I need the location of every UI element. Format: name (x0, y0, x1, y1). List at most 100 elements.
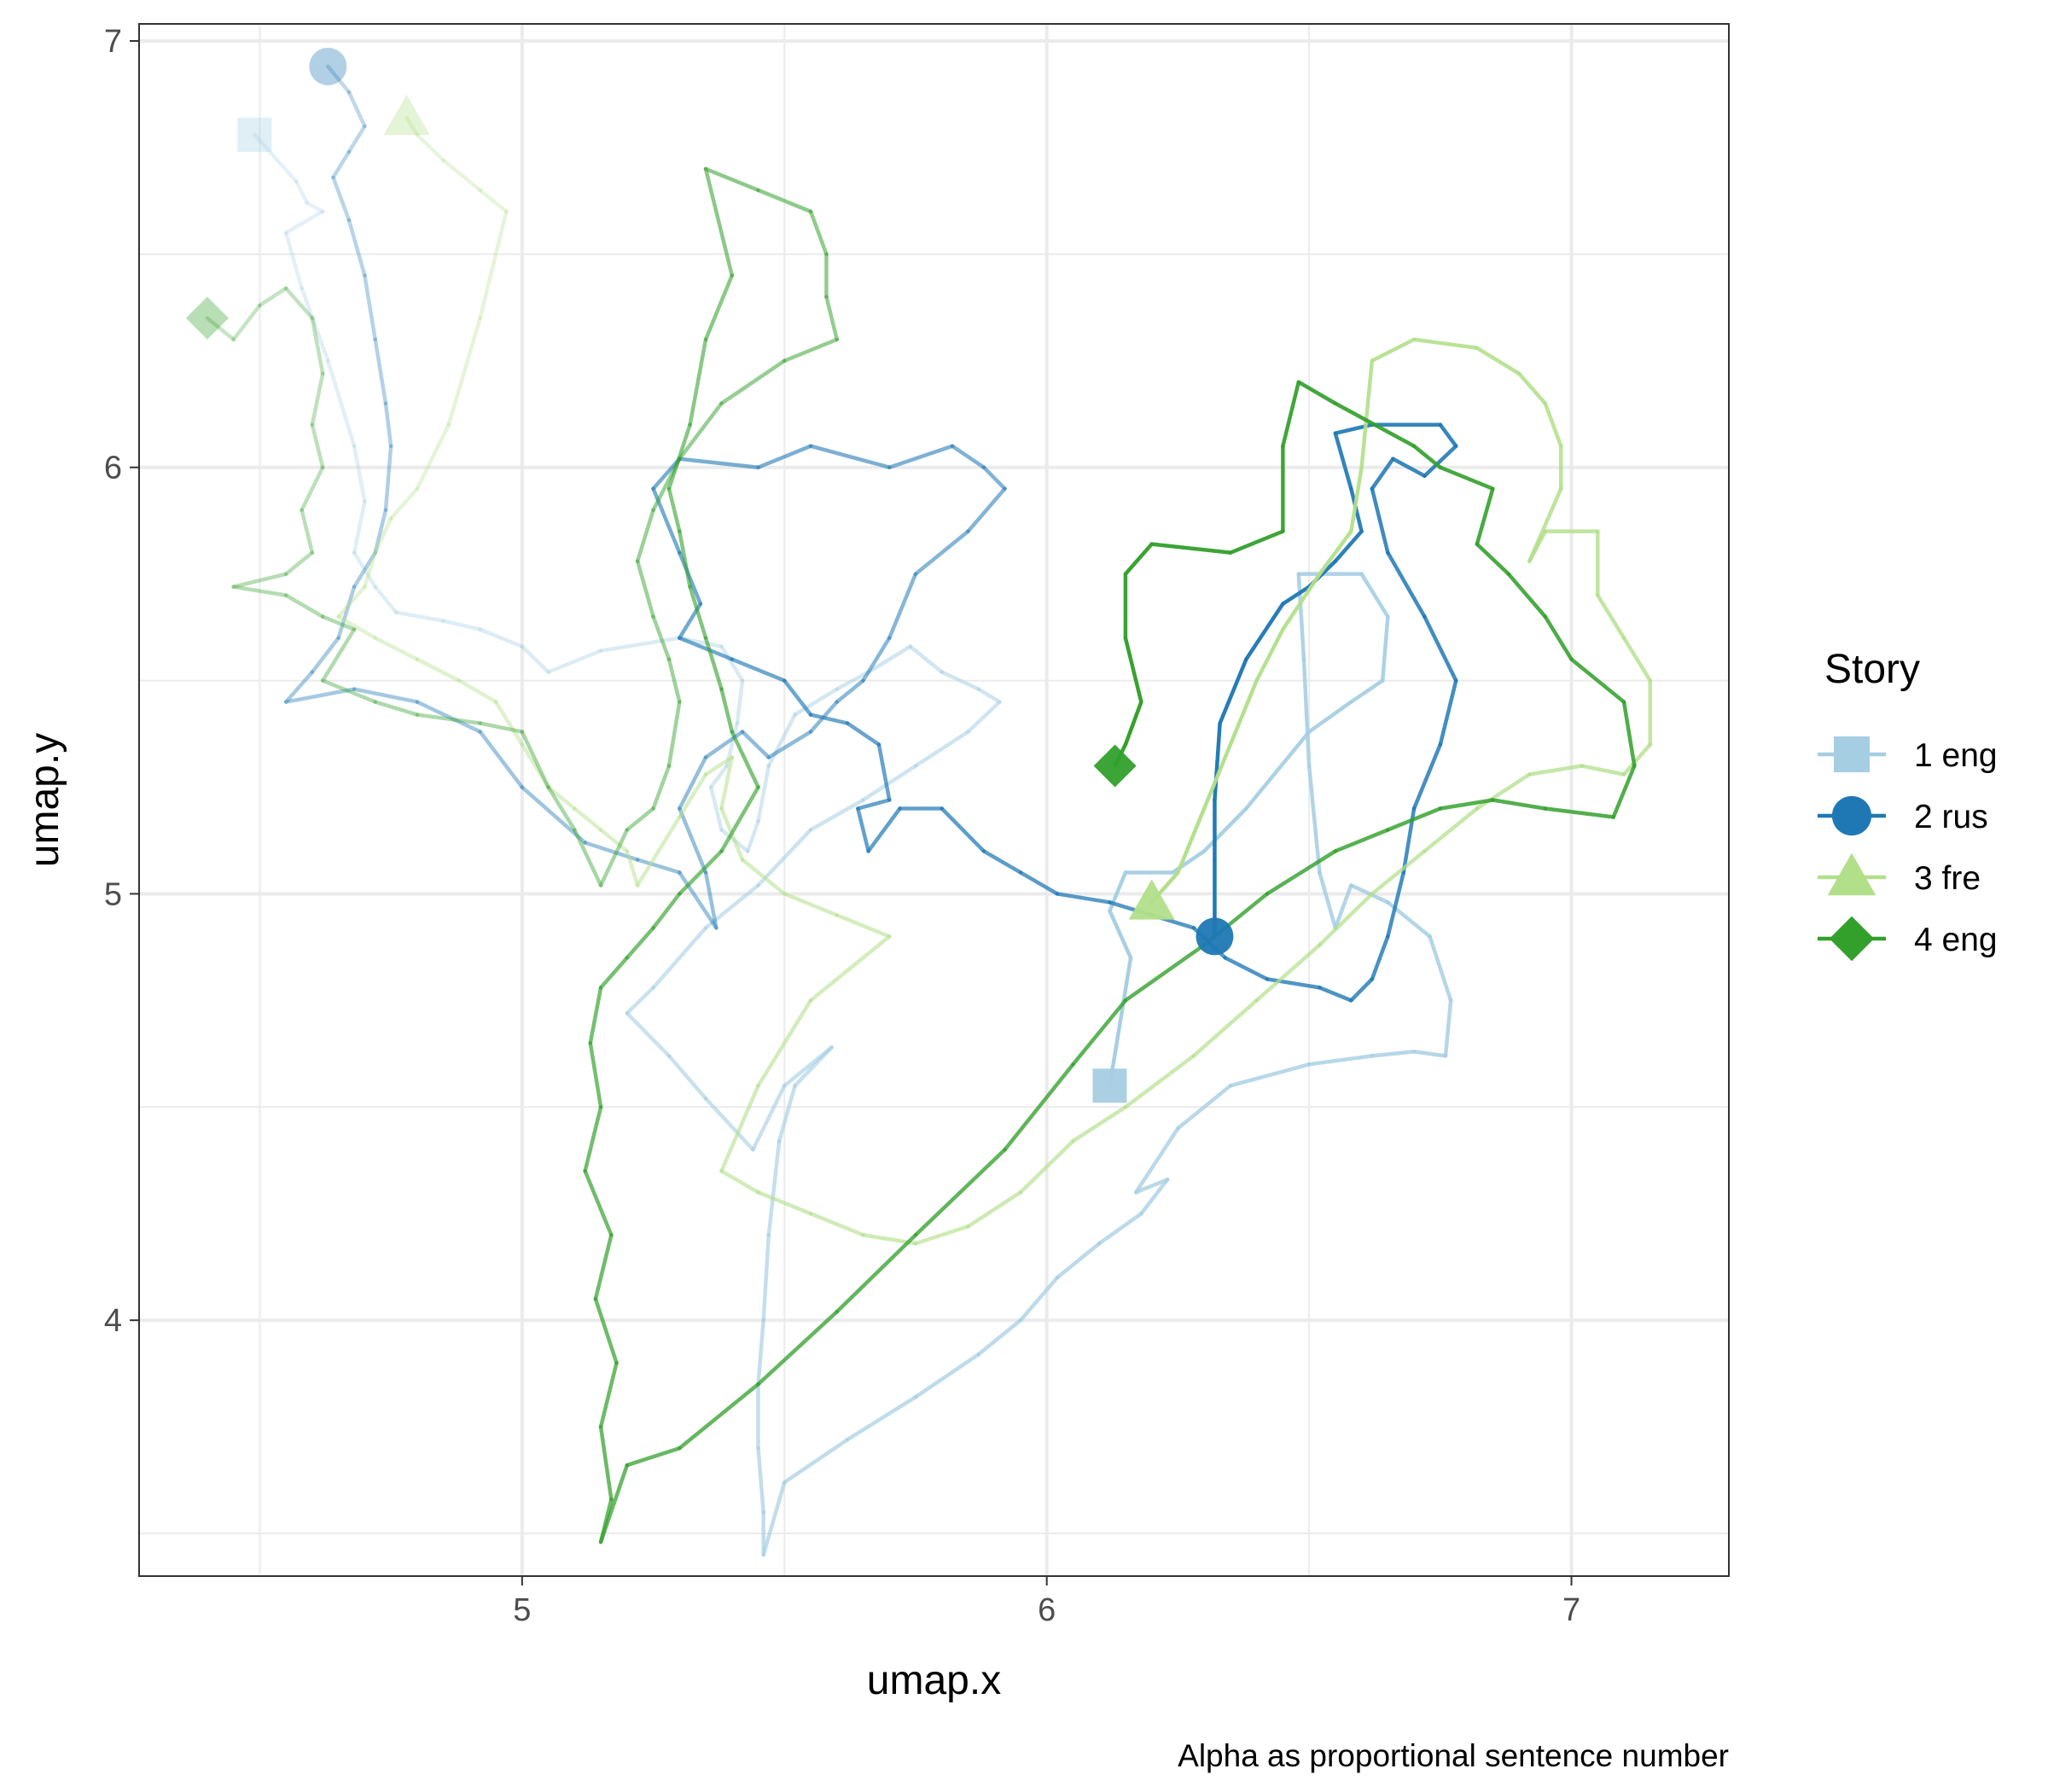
y-tick-label: 4 (104, 1303, 122, 1339)
end-marker-1-eng (1092, 1068, 1127, 1103)
series-segment (719, 755, 735, 811)
series-segment (766, 730, 813, 759)
series-segment (593, 1232, 614, 1301)
series-segment (1265, 977, 1322, 990)
series-segment (373, 508, 388, 555)
series-segment (1097, 1211, 1143, 1246)
series-segment (1018, 870, 1060, 896)
series-segment (283, 670, 315, 704)
series-segment (1244, 602, 1285, 661)
series-segment (415, 700, 482, 734)
series-segment (1201, 742, 1233, 811)
series-segment (310, 422, 325, 469)
start-marker-2-rus (309, 47, 347, 85)
series-segment (703, 730, 745, 759)
series-segment (305, 201, 325, 214)
series-segment (761, 1480, 787, 1557)
series-segment (310, 316, 325, 376)
series-segment (346, 90, 367, 129)
legend-key-diamond-icon (1829, 916, 1875, 962)
series-segment (651, 614, 672, 661)
series-segment (1254, 627, 1285, 683)
series-segment (1411, 742, 1443, 811)
series-segment (1071, 998, 1128, 1067)
series-segment (1386, 870, 1406, 939)
series-segment (678, 457, 760, 469)
series-segment (913, 730, 970, 768)
series-segment (598, 828, 630, 853)
series-segment (1543, 401, 1563, 448)
grid-lines (139, 24, 1729, 1576)
series-segment (1228, 678, 1259, 747)
series-segment (688, 337, 708, 427)
series-segment (678, 529, 692, 589)
start-markers (185, 47, 1234, 1103)
series-segment (1018, 1139, 1075, 1195)
series-segment (415, 132, 445, 163)
start-marker-1-eng (237, 117, 272, 152)
series-segment (808, 798, 865, 832)
series-segment (783, 678, 813, 717)
series-segment (415, 713, 482, 725)
series-segment (719, 644, 745, 683)
series-segment (598, 828, 630, 887)
series-segment (625, 849, 640, 887)
series-segment (678, 636, 735, 661)
series-segment (1176, 1084, 1233, 1131)
series-segment (651, 486, 682, 555)
series-segment (310, 636, 340, 674)
series-segment (678, 806, 708, 875)
series-segment (346, 218, 367, 278)
start-marker-4-eng (185, 296, 229, 340)
series-segment (573, 828, 603, 887)
series-segment (598, 956, 630, 990)
series-segment (688, 585, 708, 640)
series-segment (1370, 337, 1417, 364)
series-segment (1055, 1241, 1102, 1280)
series-segment (1223, 956, 1270, 981)
series-segment (703, 755, 735, 777)
series-segment (625, 806, 655, 832)
series-segment (703, 1097, 755, 1152)
series-segment (352, 550, 377, 589)
series-segment (320, 627, 357, 683)
series-segment (1333, 529, 1364, 563)
y-tick-label: 5 (104, 876, 122, 912)
series-segment (478, 721, 525, 734)
series-segment (861, 764, 918, 802)
series-segment (383, 401, 393, 448)
series-segment (1201, 806, 1248, 853)
series-segment (1123, 700, 1143, 747)
series-segment (708, 764, 729, 789)
legend-key-circle-icon (1831, 795, 1872, 836)
series-segment (352, 550, 377, 589)
series-segment (719, 1169, 760, 1195)
series-2-rus (283, 64, 1458, 1003)
series-segment (913, 1148, 1007, 1237)
series-segment (441, 158, 482, 193)
series-segment (708, 785, 724, 832)
series-segment (666, 1054, 708, 1101)
series-segment (966, 1190, 1023, 1229)
x-tick-label: 6 (1038, 1592, 1056, 1628)
series-segment (1133, 1126, 1180, 1195)
series-segment (520, 730, 550, 789)
series-segment (300, 286, 330, 364)
series-segment (1333, 883, 1353, 930)
series-segment (478, 627, 525, 649)
series-segment (478, 209, 509, 321)
series-segment (1423, 806, 1480, 853)
x-tick-label: 7 (1562, 1592, 1580, 1628)
series-segment (283, 286, 315, 321)
series-segment (294, 179, 310, 206)
series-segment (1491, 798, 1548, 811)
series-segment (1318, 870, 1338, 930)
series-segment (598, 1360, 619, 1429)
series-segment (457, 678, 498, 704)
series-segment (756, 188, 813, 214)
legend-item: 3 fre (1818, 852, 1981, 897)
series-segment (793, 1045, 834, 1088)
series-segment (373, 585, 399, 614)
series-segment (1306, 764, 1322, 875)
series-segment (1306, 1054, 1375, 1067)
